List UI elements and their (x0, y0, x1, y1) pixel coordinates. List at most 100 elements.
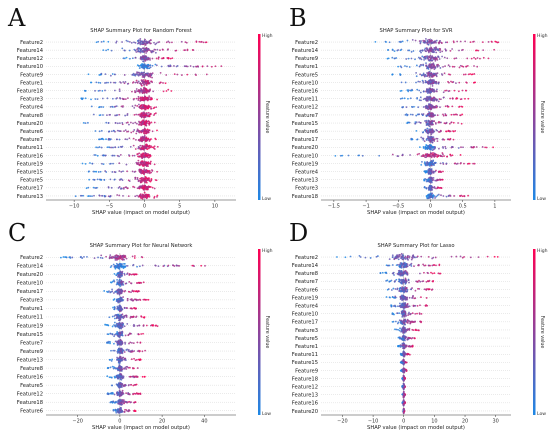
shap-point (118, 146, 120, 148)
shap-point (119, 310, 121, 312)
shap-point (113, 324, 115, 326)
shap-point (118, 326, 120, 328)
shap-point (436, 89, 438, 91)
shap-point (109, 359, 111, 361)
shap-point (122, 179, 124, 181)
shap-point (440, 162, 442, 164)
shap-point (124, 290, 126, 292)
shap-point (142, 299, 144, 301)
shap-point (428, 162, 430, 164)
shap-point (118, 155, 120, 157)
shap-point (431, 66, 433, 68)
shap-point (428, 81, 430, 83)
shap-point (117, 292, 119, 294)
shap-point (156, 196, 158, 198)
shap-point (136, 88, 138, 90)
shap-point (470, 146, 472, 148)
shap-point (136, 195, 138, 197)
shap-point (429, 122, 431, 124)
shap-point (136, 71, 138, 73)
shap-point (144, 196, 146, 198)
shap-point (418, 90, 420, 92)
shap-point (105, 138, 107, 140)
shap-point (433, 100, 435, 102)
shap-point (86, 187, 88, 189)
feature-label: Feature20 (17, 272, 43, 278)
shap-point (153, 147, 155, 149)
shap-point (142, 196, 144, 198)
shap-point (165, 74, 167, 76)
shap-point (114, 350, 116, 352)
shap-point (96, 41, 98, 43)
shap-point (474, 163, 476, 165)
shap-point (176, 66, 178, 68)
shap-point (122, 351, 124, 353)
shap-point (99, 130, 101, 132)
shap-point (446, 162, 448, 164)
shap-point (110, 82, 112, 84)
shap-point (94, 179, 96, 181)
shap-point (415, 82, 417, 84)
shap-point (145, 65, 147, 67)
shap-point (140, 139, 142, 141)
shap-point (426, 138, 428, 140)
shap-point (401, 81, 403, 83)
shap-point (121, 122, 123, 124)
shap-point (119, 283, 121, 285)
shap-point (80, 256, 82, 258)
feature-label: Feature3 (20, 97, 43, 103)
shap-point (434, 60, 436, 62)
shap-point (438, 131, 440, 133)
shap-point (118, 334, 120, 336)
shap-point (400, 41, 402, 43)
shap-point (141, 256, 143, 258)
shap-point (494, 41, 496, 43)
shap-point (129, 317, 131, 319)
shap-point (423, 113, 425, 115)
shap-point (143, 82, 145, 84)
shap-point (144, 145, 146, 147)
shap-point (113, 266, 115, 268)
shap-point (144, 350, 146, 352)
shap-point (452, 66, 454, 68)
shap-point (458, 82, 460, 84)
shap-point (108, 138, 110, 140)
shap-point (429, 185, 431, 187)
shap-point (469, 73, 471, 75)
shap-point (473, 73, 475, 75)
shap-point (104, 324, 106, 326)
shap-point (147, 90, 149, 92)
shap-point (147, 153, 149, 155)
shap-point (420, 99, 422, 101)
shap-point (424, 74, 426, 76)
shap-point (142, 56, 144, 58)
shap-point (120, 171, 122, 173)
shap-point (140, 97, 142, 99)
colorbar-title: Feature value (264, 101, 270, 134)
shap-point (116, 300, 118, 302)
shap-point (134, 255, 136, 257)
shap-point (138, 164, 140, 166)
shap-point (467, 98, 469, 100)
shap-point (438, 155, 440, 157)
shap-point (430, 50, 432, 52)
feature-label: Feature5 (295, 72, 318, 78)
shap-point (107, 82, 109, 84)
shap-point (432, 142, 434, 144)
shap-point (151, 108, 153, 110)
shap-point (111, 257, 113, 259)
shap-point (421, 161, 423, 163)
shap-point (124, 115, 126, 117)
shap-point (139, 82, 141, 84)
shap-point (106, 114, 108, 116)
shap-point (431, 192, 433, 194)
shap-point (138, 139, 140, 141)
shap-point (143, 147, 145, 149)
shap-point (418, 153, 420, 155)
shap-point (111, 289, 113, 291)
shap-point (137, 82, 139, 84)
shap-point (137, 64, 139, 66)
shap-point (123, 98, 125, 100)
shap-point (447, 138, 449, 140)
shap-point (124, 343, 126, 345)
